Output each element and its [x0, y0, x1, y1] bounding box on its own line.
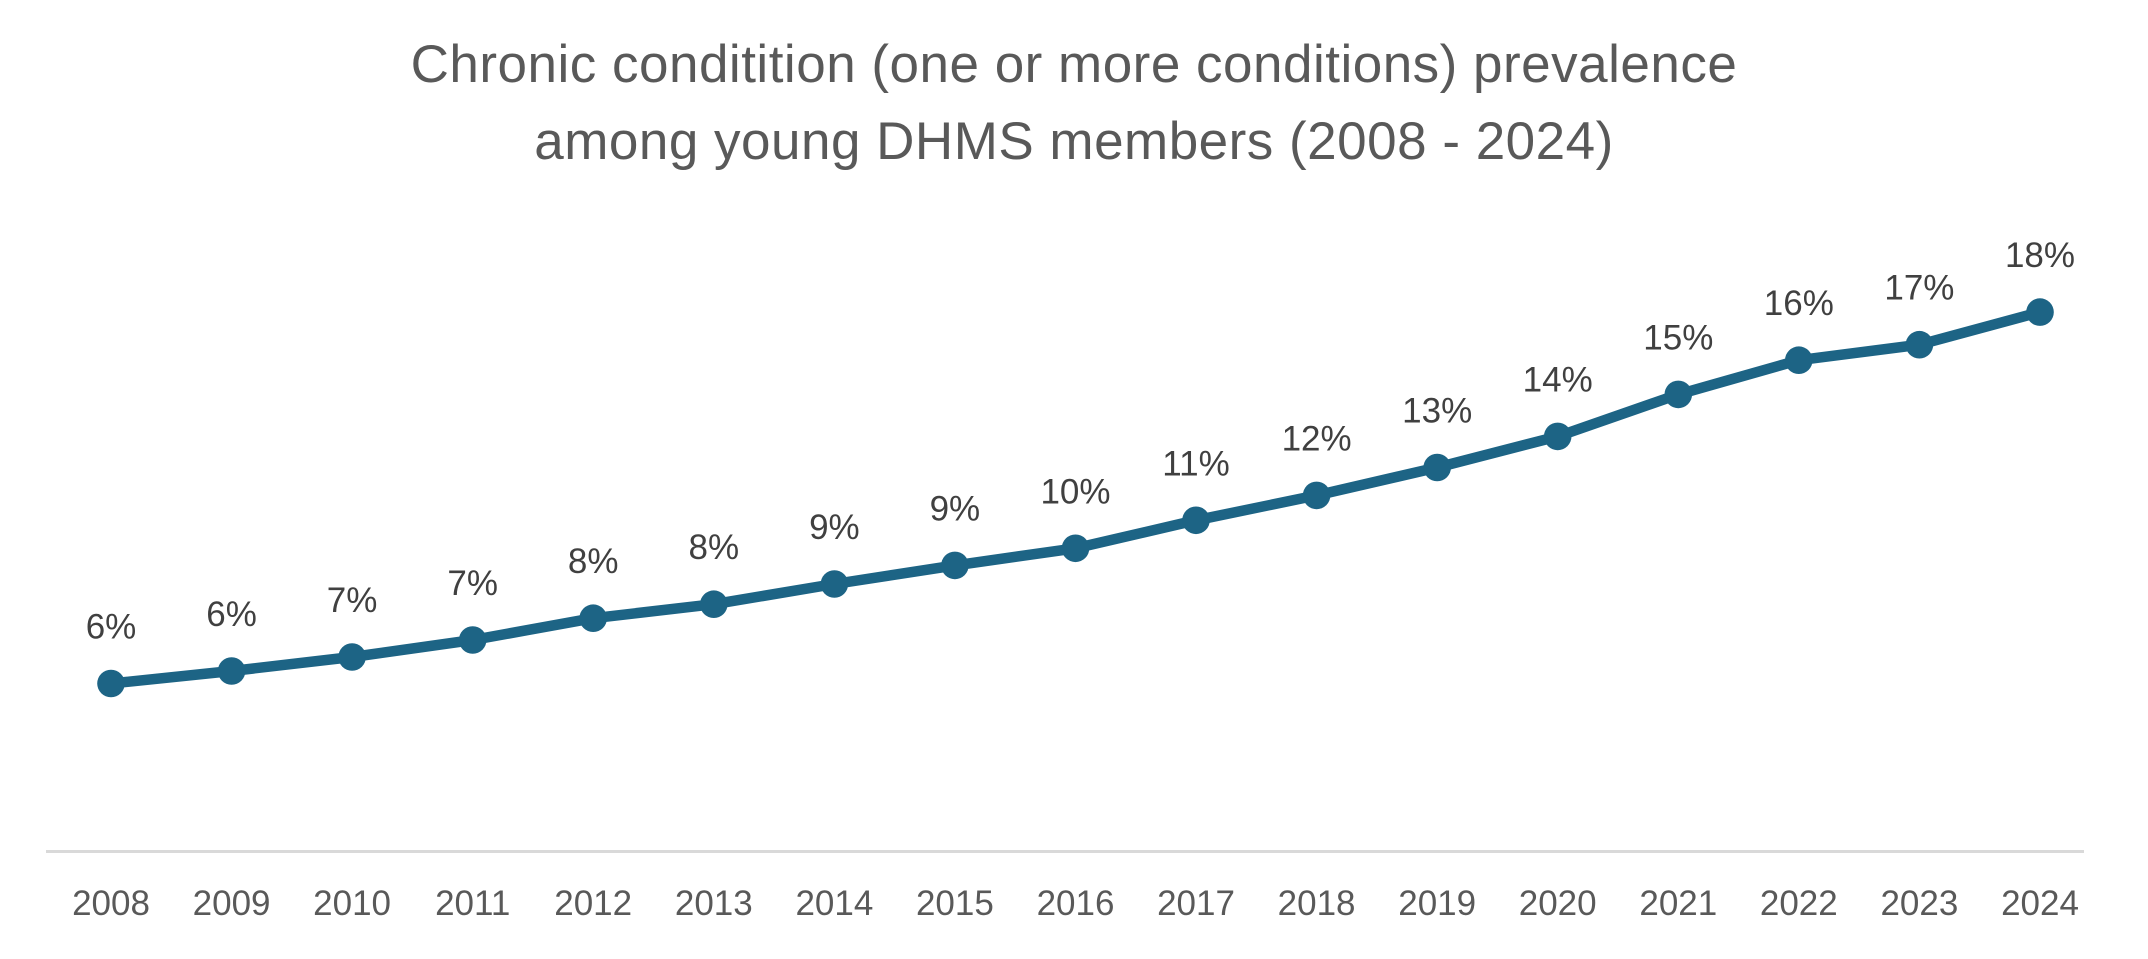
data-label: 13% — [1402, 392, 1472, 431]
data-label: 10% — [1040, 472, 1110, 511]
data-point-marker — [579, 604, 607, 632]
x-axis-tick-label: 2023 — [1880, 884, 1958, 923]
data-label: 7% — [327, 581, 378, 620]
data-label: 9% — [809, 508, 860, 547]
data-label: 6% — [86, 608, 137, 647]
data-label: 14% — [1523, 360, 1593, 399]
data-point-marker — [1785, 346, 1813, 375]
x-axis-tick-label: 2022 — [1760, 884, 1838, 923]
data-point-marker — [1182, 506, 1210, 535]
data-label: 7% — [447, 564, 498, 603]
data-label: 17% — [1884, 269, 1954, 308]
data-label: 12% — [1282, 419, 1352, 458]
data-label: 8% — [689, 528, 740, 567]
x-axis-tick-label: 2012 — [554, 884, 632, 923]
x-axis-tick-label: 2016 — [1037, 884, 1115, 923]
data-point-marker — [1302, 481, 1331, 510]
data-point-marker — [700, 590, 728, 618]
x-axis-tick-label: 2015 — [916, 884, 994, 923]
x-axis-tick-label: 2010 — [313, 884, 391, 923]
x-axis-tick-label: 2009 — [193, 884, 271, 923]
data-point-marker — [217, 657, 246, 685]
data-point-marker — [1061, 534, 1090, 563]
chart-title-line-1: Chronic conditition (one or more conditi… — [410, 35, 1738, 94]
chart-title-line-2: among young DHMS members (2008 - 2024) — [534, 112, 1614, 171]
x-axis-tick-label: 2011 — [435, 884, 510, 923]
x-axis-tick-label: 2019 — [1398, 884, 1476, 923]
data-label: 9% — [930, 489, 981, 528]
x-axis-tick-label: 2021 — [1639, 884, 1717, 923]
x-axis-tick-label: 2020 — [1519, 884, 1597, 923]
data-label: 16% — [1764, 284, 1834, 323]
data-label: 11% — [1162, 444, 1229, 483]
data-point-marker — [1423, 453, 1451, 482]
data-label: 8% — [568, 542, 619, 581]
data-point-marker — [941, 551, 969, 580]
x-axis-tick-label: 2018 — [1278, 884, 1356, 923]
data-point-marker — [1664, 380, 1693, 409]
data-point-marker — [97, 669, 125, 698]
data-point-marker — [2026, 298, 2054, 326]
data-label: 18% — [2005, 236, 2075, 275]
x-axis-tick-label: 2024 — [2001, 884, 2079, 923]
data-point-marker — [1543, 422, 1572, 451]
data-label: 15% — [1643, 318, 1713, 357]
x-axis-tick-label: 2013 — [675, 884, 753, 923]
data-point-marker — [458, 626, 487, 654]
data-point-marker — [1905, 330, 1934, 359]
data-point-marker — [338, 643, 366, 671]
data-label: 6% — [206, 595, 257, 634]
x-axis-tick-label: 2008 — [72, 884, 150, 923]
data-point-marker — [820, 570, 849, 598]
x-axis-tick-label: 2014 — [795, 884, 873, 923]
x-axis-tick-label: 2017 — [1157, 884, 1235, 923]
chart-title: Chronic conditition (one or more conditi… — [0, 26, 2148, 180]
